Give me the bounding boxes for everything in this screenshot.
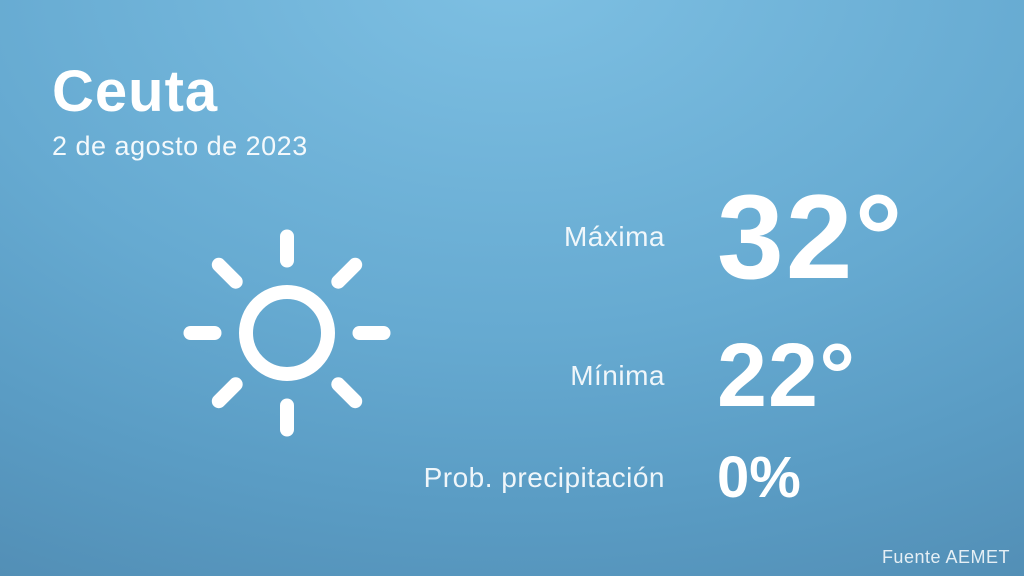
min-temp-value: 22° xyxy=(717,325,857,426)
row-min-temp: Mínima 22° xyxy=(400,320,980,432)
min-temp-label: Mínima xyxy=(570,360,665,391)
max-temp-label: Máxima xyxy=(563,221,665,252)
header: Ceuta 2 de agosto de 2023 xyxy=(52,59,308,162)
sun-icon xyxy=(177,223,397,443)
row-max-temp: Máxima 32° xyxy=(400,172,980,302)
precipitation-label: Prob. precipitación xyxy=(423,462,665,493)
max-temp-value: 32° xyxy=(717,170,905,304)
row-precipitation: Prob. precipitación 0% xyxy=(400,442,980,514)
source-attribution: Fuente AEMET xyxy=(881,547,1010,567)
page-title: Ceuta xyxy=(52,59,219,124)
precipitation-value: 0% xyxy=(717,444,801,510)
date-label: 2 de agosto de 2023 xyxy=(52,130,308,161)
